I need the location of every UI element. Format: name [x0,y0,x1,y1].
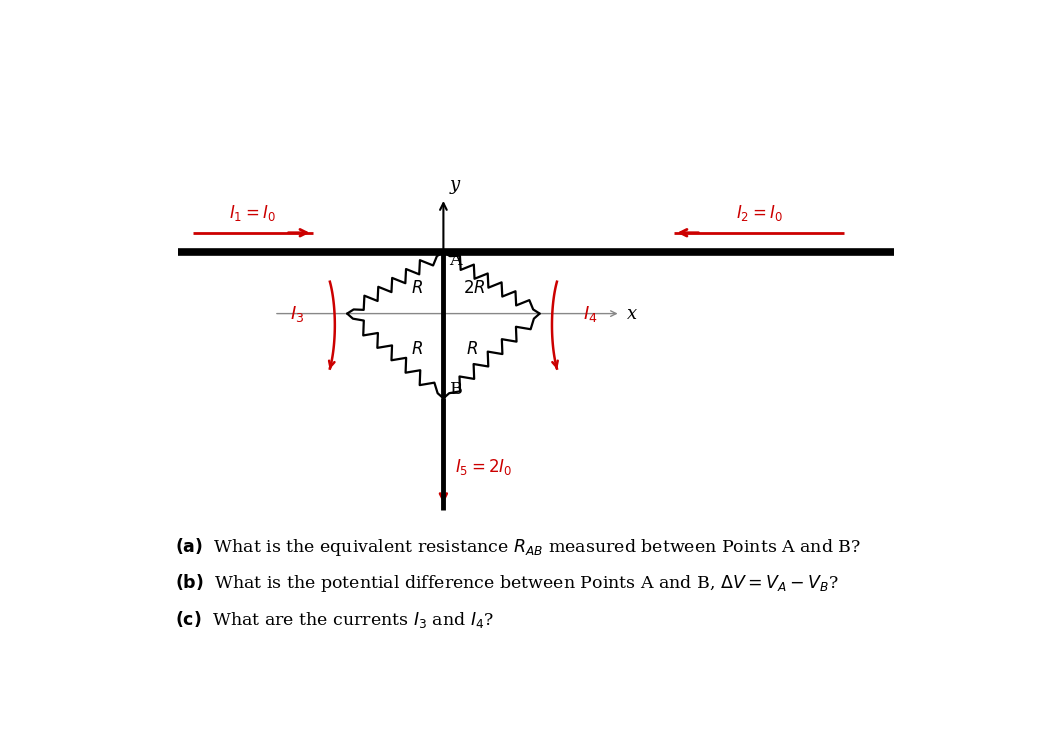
Text: $I_3$: $I_3$ [290,304,304,324]
Text: $I_4$: $I_4$ [583,304,597,324]
Text: x: x [627,304,637,322]
Text: $I_1 = I_0$: $I_1 = I_0$ [229,203,276,223]
Text: $R$: $R$ [411,341,423,358]
Text: $2R$: $2R$ [463,280,486,298]
Text: $\mathbf{(a)}$  What is the equivalent resistance $R_{AB}$ measured between Poin: $\mathbf{(a)}$ What is the equivalent re… [175,536,861,558]
Text: $\mathbf{(c)}$  What are the currents $I_3$ and $I_4$?: $\mathbf{(c)}$ What are the currents $I_… [175,609,494,630]
Text: y: y [449,176,460,194]
Text: $I_5 = 2I_0$: $I_5 = 2I_0$ [455,457,512,477]
Text: $\mathbf{(b)}$  What is the potential difference between Points A and B, $\Delta: $\mathbf{(b)}$ What is the potential dif… [175,572,839,594]
Text: $R$: $R$ [466,341,478,358]
Text: B: B [449,381,462,398]
Text: $I_2 = I_0$: $I_2 = I_0$ [736,203,783,223]
Text: $R$: $R$ [411,280,423,298]
Text: A: A [449,252,462,269]
